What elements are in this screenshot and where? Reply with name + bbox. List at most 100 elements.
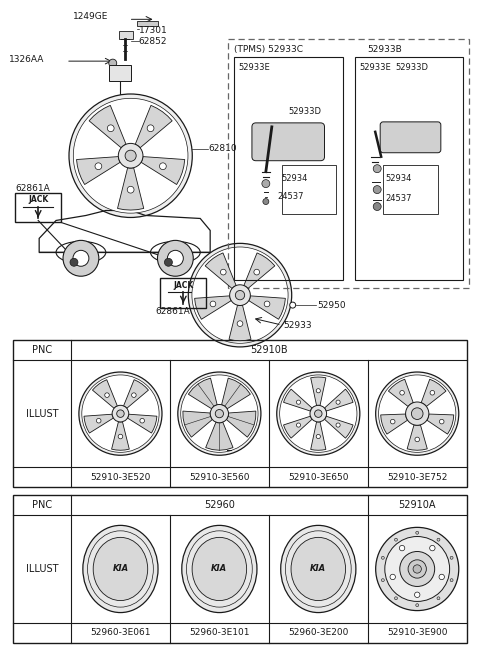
- Circle shape: [140, 419, 144, 423]
- Circle shape: [277, 372, 360, 455]
- Text: 24537: 24537: [385, 194, 412, 203]
- Circle shape: [127, 186, 134, 193]
- Polygon shape: [118, 168, 144, 210]
- Bar: [137, 21, 158, 26]
- Circle shape: [79, 372, 162, 455]
- Circle shape: [112, 405, 129, 422]
- Circle shape: [400, 552, 435, 586]
- Text: 52910B: 52910B: [250, 345, 288, 355]
- Text: 52933B: 52933B: [367, 45, 402, 54]
- Circle shape: [385, 537, 450, 602]
- Bar: [160, 278, 206, 308]
- Circle shape: [109, 59, 117, 67]
- Circle shape: [336, 400, 340, 404]
- Text: 52910-3E560: 52910-3E560: [189, 473, 250, 482]
- Circle shape: [416, 531, 419, 534]
- Circle shape: [82, 375, 159, 453]
- Text: 52934: 52934: [385, 174, 411, 183]
- Polygon shape: [244, 253, 275, 289]
- Text: 1249GE: 1249GE: [73, 12, 108, 21]
- Bar: [282, 165, 336, 215]
- Circle shape: [439, 574, 444, 580]
- Bar: [355, 57, 463, 280]
- Text: 1326AA: 1326AA: [9, 54, 45, 64]
- Bar: [228, 39, 468, 288]
- Circle shape: [210, 405, 228, 422]
- Bar: [109, 65, 131, 81]
- Text: JACK: JACK: [173, 281, 193, 290]
- Circle shape: [413, 565, 421, 573]
- Polygon shape: [135, 106, 172, 148]
- Circle shape: [382, 579, 384, 582]
- Circle shape: [73, 98, 188, 213]
- Text: KIA: KIA: [211, 564, 228, 573]
- Polygon shape: [123, 380, 148, 408]
- Bar: [15, 193, 61, 222]
- Circle shape: [70, 258, 78, 266]
- Circle shape: [416, 604, 419, 607]
- Circle shape: [376, 372, 459, 455]
- Circle shape: [430, 390, 435, 395]
- Circle shape: [399, 545, 405, 551]
- Text: 62861A: 62861A: [156, 306, 190, 316]
- Polygon shape: [249, 296, 286, 319]
- Ellipse shape: [281, 525, 356, 613]
- Circle shape: [450, 556, 453, 560]
- Circle shape: [181, 375, 258, 453]
- Circle shape: [316, 434, 320, 439]
- Circle shape: [108, 125, 114, 132]
- Text: 52960: 52960: [204, 501, 235, 510]
- Circle shape: [379, 375, 456, 453]
- Text: 52960-3E200: 52960-3E200: [288, 628, 348, 637]
- Text: 62810: 62810: [208, 144, 237, 154]
- Circle shape: [237, 321, 243, 327]
- Text: 24537: 24537: [278, 192, 304, 201]
- Circle shape: [395, 538, 397, 541]
- Text: 52910-3E650: 52910-3E650: [288, 473, 348, 482]
- FancyBboxPatch shape: [380, 122, 441, 153]
- Circle shape: [105, 393, 109, 398]
- Bar: [234, 57, 343, 280]
- Text: 52910-3E520: 52910-3E520: [90, 473, 151, 482]
- Text: 52960-3E061: 52960-3E061: [90, 628, 151, 637]
- Circle shape: [310, 405, 326, 422]
- Circle shape: [125, 150, 136, 161]
- Ellipse shape: [182, 525, 257, 613]
- Circle shape: [262, 180, 270, 188]
- Polygon shape: [388, 379, 413, 407]
- Circle shape: [132, 393, 136, 398]
- Ellipse shape: [291, 537, 346, 601]
- Text: (TPMS) 52933C: (TPMS) 52933C: [234, 45, 303, 54]
- Polygon shape: [227, 411, 256, 437]
- Polygon shape: [141, 157, 185, 184]
- Polygon shape: [89, 106, 126, 148]
- Ellipse shape: [192, 537, 247, 601]
- Circle shape: [382, 556, 384, 560]
- Circle shape: [411, 408, 423, 419]
- Circle shape: [235, 291, 245, 300]
- Circle shape: [376, 527, 459, 611]
- Circle shape: [316, 388, 320, 393]
- Circle shape: [297, 400, 300, 404]
- Text: PNC: PNC: [32, 501, 52, 510]
- Text: 52950: 52950: [318, 300, 346, 310]
- Text: 52960-3E101: 52960-3E101: [189, 628, 250, 637]
- Circle shape: [159, 163, 166, 170]
- Circle shape: [73, 251, 89, 266]
- Polygon shape: [284, 416, 312, 438]
- Circle shape: [430, 545, 435, 551]
- Text: 52933D: 52933D: [288, 108, 322, 116]
- Text: ILLUST: ILLUST: [26, 564, 59, 574]
- Polygon shape: [194, 296, 231, 319]
- Text: ILLUST: ILLUST: [26, 409, 59, 419]
- Text: 52910-3E900: 52910-3E900: [387, 628, 447, 637]
- Text: KIA: KIA: [112, 564, 129, 573]
- Polygon shape: [93, 380, 117, 408]
- Text: 52933D: 52933D: [395, 62, 428, 72]
- Polygon shape: [284, 389, 312, 411]
- Text: 62861A: 62861A: [15, 184, 50, 193]
- Circle shape: [117, 410, 124, 417]
- Circle shape: [373, 165, 381, 173]
- Circle shape: [69, 94, 192, 218]
- Text: 52910-3E752: 52910-3E752: [387, 473, 447, 482]
